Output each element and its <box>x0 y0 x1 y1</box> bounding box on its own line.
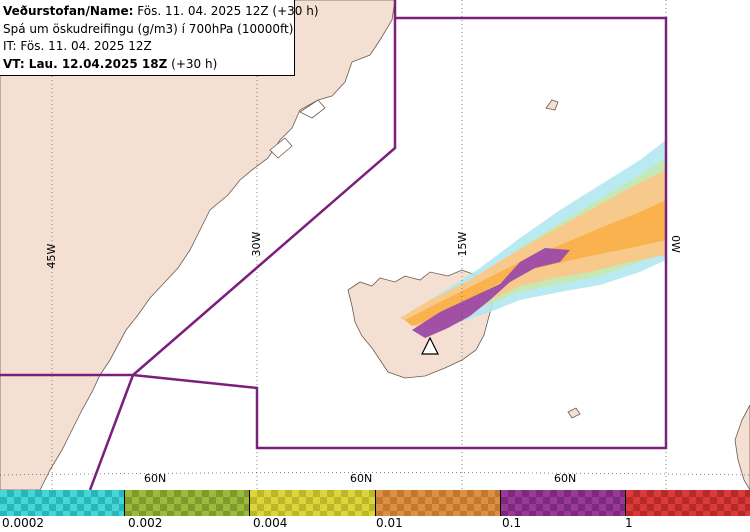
lon-label-0w: 0W <box>669 235 682 253</box>
lat-label-60n-center: 60N <box>350 472 372 485</box>
legend-segment-4 <box>375 490 501 516</box>
legend-label-4: 0.1 <box>502 516 522 530</box>
lon-label-15w: 15W <box>456 231 469 256</box>
info-line-2: Spá um öskudreifingu (g/m3) í 700hPa (10… <box>3 21 294 36</box>
jan-mayen-island <box>545 99 559 111</box>
info-line-3: IT: Fös. 11. 04. 2025 12Z <box>3 39 152 53</box>
legend-label-0: 0.0002 <box>2 516 44 530</box>
scotland-coast <box>734 404 750 490</box>
forecast-info-box: Veðurstofan/Name: Fös. 11. 04. 2025 12Z … <box>0 0 319 76</box>
info-line-1: Veðurstofan/Name: Fös. 11. 04. 2025 12Z … <box>3 3 319 21</box>
legend-label-1: 0.002 <box>128 516 163 530</box>
legend-segment-5 <box>500 490 626 516</box>
legend-label-5: 1 <box>625 516 633 530</box>
legend-segment-1 <box>0 490 126 516</box>
greenland-fjord <box>269 99 326 159</box>
legend-segment-3 <box>250 490 376 516</box>
ash-dispersion-map: 45W 30W 15W 0W 60N 60N 60N <box>0 0 750 490</box>
legend-segment-2 <box>125 490 251 516</box>
ash-warning-region-outline <box>0 0 668 450</box>
legend-color-bar <box>0 490 750 516</box>
lon-label-30w: 30W <box>250 231 263 256</box>
info-line-4-value: (+30 h) <box>171 56 218 71</box>
ash-heavy-plume <box>412 248 570 338</box>
legend-label-3: 0.01 <box>376 516 403 530</box>
lat-label-60n-east: 60N <box>554 472 576 485</box>
lon-label-45w: 45W <box>45 243 58 268</box>
concentration-legend: 0.0002 0.002 0.004 0.01 0.1 1 <box>0 490 750 532</box>
info-line-1-value: Fös. 11. 04. 2025 12Z (+30 h) <box>137 4 319 18</box>
info-line-1-label: Veðurstofan/Name: <box>3 4 134 18</box>
info-line-4-label: VT: Lau. 12.04.2025 18Z <box>3 56 168 71</box>
triangle-icon <box>421 336 439 355</box>
legend-label-2: 0.004 <box>253 516 288 530</box>
legend-segment-6 <box>625 490 750 516</box>
ash-light-plume <box>400 170 666 328</box>
ash-warning-region-outline-west <box>88 18 397 490</box>
info-line-4: VT: Lau. 12.04.2025 18Z (+30 h) <box>3 56 294 74</box>
lat-label-60n-west: 60N <box>144 472 166 485</box>
faroe-islands <box>567 407 581 419</box>
greenland-landmass <box>0 0 396 490</box>
graticule <box>0 0 750 490</box>
